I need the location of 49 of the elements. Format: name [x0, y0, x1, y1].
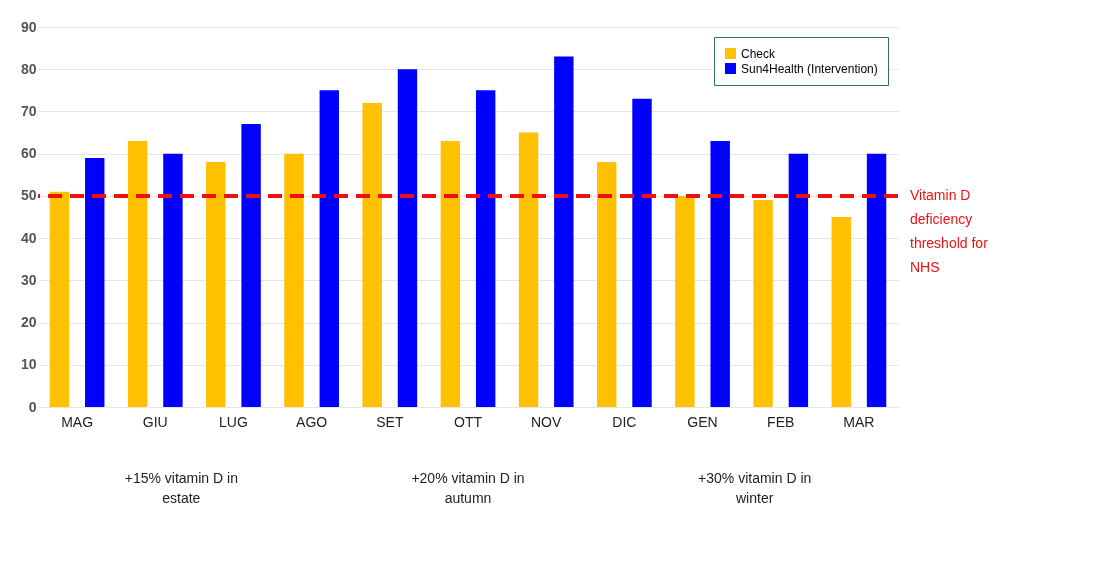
text: +30% vitamin D in winter: [698, 470, 812, 506]
x-tick-label: LUG: [219, 413, 248, 430]
bar: [284, 153, 304, 407]
bar: [554, 56, 574, 407]
bar: [475, 90, 496, 407]
y-tick-label: 90: [20, 18, 37, 35]
bar: [397, 69, 418, 407]
y-tick-label: 80: [20, 60, 37, 77]
bar: [518, 132, 539, 407]
bar: [127, 141, 148, 407]
x-tick-label: OTT: [454, 413, 483, 430]
bar: [85, 157, 105, 407]
bar: [632, 98, 652, 407]
y-tick-label: 0: [28, 398, 37, 415]
y-tick-label: 70: [20, 102, 37, 119]
x-tick-label: GEN: [687, 413, 718, 430]
x-tick-label: AGO: [296, 413, 328, 430]
ref-line-label: Vitamin D deficiency threshold for NHS: [910, 186, 989, 275]
y-tick-label: 10: [20, 356, 37, 373]
bar: [163, 153, 183, 407]
x-tick-label: FEB: [767, 413, 795, 430]
bar: [440, 141, 461, 407]
y-tick-label: 60: [20, 145, 37, 162]
bar: [710, 141, 730, 407]
x-tick-label: MAG: [61, 413, 94, 430]
bar: [831, 217, 851, 407]
bar: [675, 195, 695, 407]
x-tick-label: DIC: [612, 413, 637, 430]
bar: [241, 124, 261, 407]
bar: [362, 103, 382, 407]
bar: [206, 162, 226, 407]
y-tick-label: 40: [20, 229, 37, 246]
x-tick-label: MAR: [843, 413, 875, 430]
bar: [753, 200, 773, 407]
bar: [866, 153, 887, 407]
x-tick-label: SET: [376, 413, 404, 430]
text: +20% vitamin D in autumn: [411, 470, 525, 506]
y-tick-label: 50: [20, 187, 37, 204]
bar: [788, 153, 809, 407]
text: +15% vitamin D in estate: [124, 470, 238, 506]
x-tick-label: NOV: [531, 413, 563, 430]
legend-label: Check: [741, 46, 777, 61]
x-tick-label: GIU: [142, 413, 168, 430]
bar: [319, 90, 339, 407]
y-tick-label: 30: [20, 271, 37, 288]
bar: [49, 191, 70, 407]
y-tick-label: 20: [20, 314, 37, 331]
bar: [597, 162, 617, 407]
legend-label: Sun4Health (Intervention): [741, 61, 878, 76]
